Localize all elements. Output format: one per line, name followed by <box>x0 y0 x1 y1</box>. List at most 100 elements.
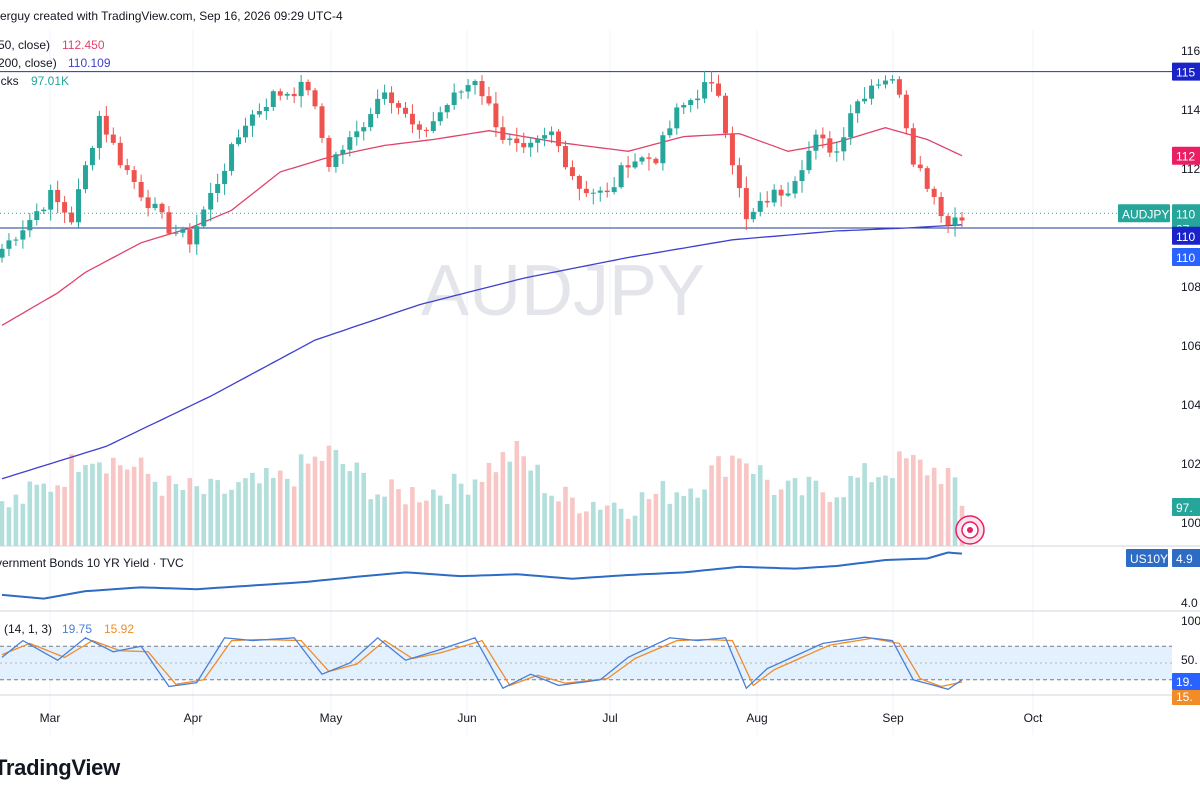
price-badge-resistance: 115 <box>1172 62 1200 81</box>
candle <box>750 208 756 223</box>
volume-bar <box>166 475 172 546</box>
volume-bar <box>41 483 47 546</box>
stoch-d-badge: 15. <box>1172 690 1200 705</box>
volume-bar <box>904 458 909 546</box>
candle <box>514 127 520 152</box>
candle <box>729 126 735 175</box>
time-label-jul: Jul <box>602 711 617 725</box>
svg-text:97.: 97. <box>1176 501 1193 515</box>
candle <box>298 74 304 108</box>
candle <box>402 101 408 118</box>
candle <box>549 126 555 144</box>
price-tick: 104 <box>1181 398 1200 412</box>
candle <box>444 103 450 119</box>
svg-text:110: 110 <box>1176 230 1195 244</box>
legend-ma200-value: 110.109 <box>68 56 111 70</box>
candle <box>542 127 548 147</box>
candle <box>69 206 75 225</box>
volume-bar <box>799 495 805 546</box>
volume-bar <box>514 441 520 546</box>
volume-bar <box>653 493 659 546</box>
volume-bar <box>660 480 666 546</box>
candle <box>76 178 82 228</box>
volume-bar <box>229 489 234 546</box>
volume-bar <box>695 497 700 546</box>
candle <box>709 71 715 92</box>
volume-badge: 97. <box>1172 498 1200 516</box>
svg-text:US10Y: US10Y <box>1130 552 1168 566</box>
candle <box>305 79 311 96</box>
time-label-mar: Mar <box>40 711 61 725</box>
volume-bar <box>222 493 227 546</box>
volume-bar <box>639 492 645 546</box>
candle <box>409 104 415 133</box>
candle <box>208 182 214 222</box>
volume-bar <box>869 482 874 546</box>
svg-text:115: 115 <box>1176 66 1195 80</box>
candle <box>813 129 819 160</box>
stoch-tick-50: 50. <box>1181 653 1198 667</box>
us10y-panel <box>1 551 963 600</box>
candle <box>632 153 638 169</box>
stoch-d-value: 15.92 <box>104 622 134 636</box>
candle <box>806 141 812 174</box>
candle <box>702 70 708 104</box>
volume-bar <box>493 472 499 546</box>
volume-bar <box>138 457 144 546</box>
volume-bar <box>382 496 387 546</box>
candle <box>242 117 248 143</box>
time-label-sep: Sep <box>882 711 904 725</box>
volume-bar <box>897 451 902 546</box>
volume-bar <box>535 464 540 546</box>
volume-bar <box>702 489 707 546</box>
candle <box>688 98 694 113</box>
candle <box>222 163 228 195</box>
price-tick: 116 <box>1181 44 1200 58</box>
candle <box>229 142 235 176</box>
legend-volume-value: 97.01K <box>31 74 69 88</box>
ma50-line <box>1 127 963 326</box>
volume-bar <box>730 455 735 546</box>
candle <box>486 86 492 106</box>
volume-bar <box>611 502 617 546</box>
vertical-grid <box>49 30 1034 735</box>
candle <box>27 213 33 238</box>
candle <box>180 226 186 238</box>
candle <box>347 130 353 157</box>
volume-bar <box>778 489 784 546</box>
candle <box>736 157 742 198</box>
volume-bar <box>277 470 283 546</box>
volume-bar <box>751 473 756 546</box>
candle <box>166 206 172 236</box>
volume-bar <box>312 456 318 546</box>
candle <box>458 89 464 100</box>
price-tick: 112 <box>1181 162 1200 176</box>
volume-bars <box>0 441 965 546</box>
volume-bar <box>69 454 74 546</box>
price-badges: 11511211007:110110AUDJPY97.US10Y4.919.15… <box>1118 62 1200 705</box>
volume-bar <box>500 452 506 546</box>
candle <box>604 182 610 198</box>
candle <box>521 132 527 154</box>
volume-bar <box>424 500 429 546</box>
volume-bar <box>180 490 186 546</box>
candle <box>834 141 840 162</box>
candle <box>389 86 395 114</box>
candle <box>535 135 541 153</box>
candle <box>876 79 882 89</box>
candle <box>722 92 728 139</box>
volume-bar <box>785 480 791 546</box>
candle <box>862 87 868 104</box>
footer: TradingView <box>0 735 1200 800</box>
volume-bar <box>917 459 923 546</box>
volume-bar <box>820 492 826 546</box>
candle <box>333 151 339 173</box>
chart-canvas[interactable]: AUDJPY 116 114 112 110 108 106 104 102 100 115 11… <box>0 30 1200 735</box>
svg-text:112: 112 <box>1176 150 1195 164</box>
volume-bar <box>597 509 603 546</box>
volume-bar <box>876 477 881 546</box>
candle <box>479 75 485 105</box>
record-target-icon[interactable] <box>955 515 985 545</box>
tradingview-logo[interactable]: TradingView <box>0 755 120 780</box>
volume-bar <box>264 467 269 546</box>
